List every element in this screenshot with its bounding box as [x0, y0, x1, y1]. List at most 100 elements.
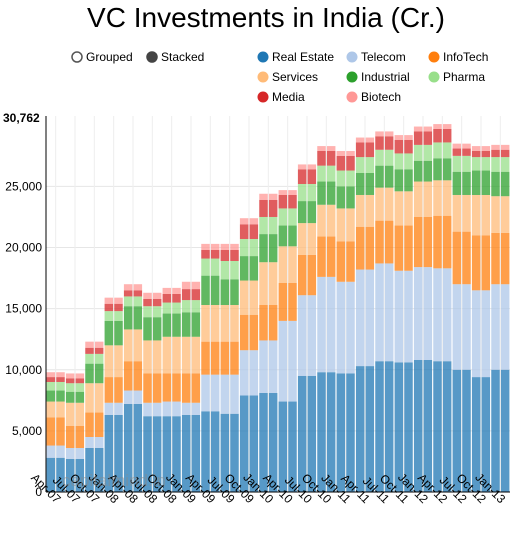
bar-segment[interactable]: [423, 181, 433, 217]
bar-segment[interactable]: [94, 347, 104, 354]
bar-segment[interactable]: [181, 289, 191, 301]
bar-segment[interactable]: [365, 137, 375, 143]
bar-segment[interactable]: [384, 165, 394, 188]
bar-segment[interactable]: [249, 314, 259, 351]
bar-segment[interactable]: [210, 249, 220, 259]
bar-segment[interactable]: [433, 215, 442, 269]
bar-segment[interactable]: [317, 146, 326, 151]
bar-segment[interactable]: [85, 363, 94, 384]
bar-segment[interactable]: [375, 361, 384, 492]
bar-segment[interactable]: [104, 320, 114, 346]
bar-segment[interactable]: [210, 275, 220, 305]
bar-segment[interactable]: [433, 124, 442, 129]
bar-segment[interactable]: [413, 267, 423, 360]
bar-segment[interactable]: [114, 303, 123, 312]
bar-segment[interactable]: [423, 144, 433, 161]
bar-segment[interactable]: [104, 311, 114, 321]
bar-segment[interactable]: [172, 336, 181, 374]
bar-segment[interactable]: [471, 290, 481, 378]
bar-segment[interactable]: [442, 361, 452, 492]
bar-segment[interactable]: [336, 373, 346, 492]
bar-segment[interactable]: [471, 377, 481, 492]
bar-segment[interactable]: [288, 282, 297, 321]
bar-segment[interactable]: [307, 254, 317, 296]
grouped-control[interactable]: Grouped: [71, 50, 133, 64]
bar-segment[interactable]: [181, 402, 191, 415]
bar-segment[interactable]: [75, 383, 85, 392]
bar-segment[interactable]: [471, 150, 481, 158]
bar-segment[interactable]: [326, 150, 336, 166]
bar-segment[interactable]: [413, 216, 423, 268]
bar-segment[interactable]: [123, 290, 133, 297]
bar-segment[interactable]: [394, 153, 404, 170]
stacked-label[interactable]: Stacked: [161, 50, 204, 64]
bar-segment[interactable]: [220, 243, 230, 250]
bar-segment[interactable]: [143, 402, 152, 417]
bar-segment[interactable]: [133, 390, 143, 404]
bar-segment[interactable]: [394, 191, 404, 226]
bar-segment[interactable]: [143, 340, 152, 374]
bar-segment[interactable]: [326, 146, 336, 151]
bar-segment[interactable]: [394, 139, 404, 154]
bar-segment[interactable]: [355, 194, 365, 227]
bar-segment[interactable]: [210, 341, 220, 375]
bar-segment[interactable]: [413, 160, 423, 182]
bar-segment[interactable]: [201, 374, 210, 412]
bar-segment[interactable]: [259, 340, 268, 393]
bar-segment[interactable]: [46, 381, 56, 391]
bar-segment[interactable]: [307, 201, 317, 224]
bar-segment[interactable]: [133, 329, 143, 362]
bar-segment[interactable]: [442, 158, 452, 181]
bar-segment[interactable]: [172, 401, 181, 417]
bar-segment[interactable]: [423, 359, 433, 492]
bar-segment[interactable]: [462, 155, 471, 172]
bar-segment[interactable]: [423, 216, 433, 268]
bar-segment[interactable]: [326, 276, 336, 373]
bar-segment[interactable]: [56, 377, 65, 382]
bar-segment[interactable]: [56, 445, 65, 458]
bar-segment[interactable]: [384, 263, 394, 362]
bar-segment[interactable]: [191, 402, 201, 415]
bar-segment[interactable]: [85, 412, 94, 437]
bar-segment[interactable]: [346, 150, 355, 156]
bar-segment[interactable]: [65, 459, 75, 492]
bar-segment[interactable]: [278, 320, 288, 402]
legend-item[interactable]: Biotech: [346, 90, 402, 104]
bar-segment[interactable]: [191, 312, 201, 337]
bar-segment[interactable]: [201, 249, 210, 259]
bar-segment[interactable]: [375, 263, 384, 362]
bar-segment[interactable]: [133, 306, 143, 330]
bar-segment[interactable]: [481, 157, 491, 171]
bar-segment[interactable]: [278, 208, 288, 226]
bar-segment[interactable]: [278, 246, 288, 283]
bar-segment[interactable]: [56, 390, 65, 402]
bar-segment[interactable]: [317, 165, 326, 182]
bar-segment[interactable]: [162, 287, 172, 294]
bar-segment[interactable]: [500, 284, 510, 370]
bar-segment[interactable]: [307, 183, 317, 202]
grouped-label[interactable]: Grouped: [86, 50, 133, 64]
bar-segment[interactable]: [307, 223, 317, 255]
bar-segment[interactable]: [336, 208, 346, 242]
bar-segment[interactable]: [181, 312, 191, 337]
bar-segment[interactable]: [201, 341, 210, 375]
bar-segment[interactable]: [191, 373, 201, 403]
bar-segment[interactable]: [346, 170, 355, 187]
bar-segment[interactable]: [500, 149, 510, 158]
bar-segment[interactable]: [172, 287, 181, 294]
bar-segment[interactable]: [152, 298, 162, 307]
bar-segment[interactable]: [365, 194, 375, 227]
bar-segment[interactable]: [268, 199, 278, 217]
bar-segment[interactable]: [230, 374, 239, 414]
bar-segment[interactable]: [462, 171, 471, 195]
bar-segment[interactable]: [239, 224, 249, 239]
bar-segment[interactable]: [85, 437, 94, 448]
bar-segment[interactable]: [404, 153, 413, 170]
bar-segment[interactable]: [307, 375, 317, 492]
bar-segment[interactable]: [133, 284, 143, 291]
bar-segment[interactable]: [384, 187, 394, 221]
bar-segment[interactable]: [365, 157, 375, 173]
bar-segment[interactable]: [75, 378, 85, 384]
bar-segment[interactable]: [65, 402, 75, 426]
bar-segment[interactable]: [65, 391, 75, 403]
